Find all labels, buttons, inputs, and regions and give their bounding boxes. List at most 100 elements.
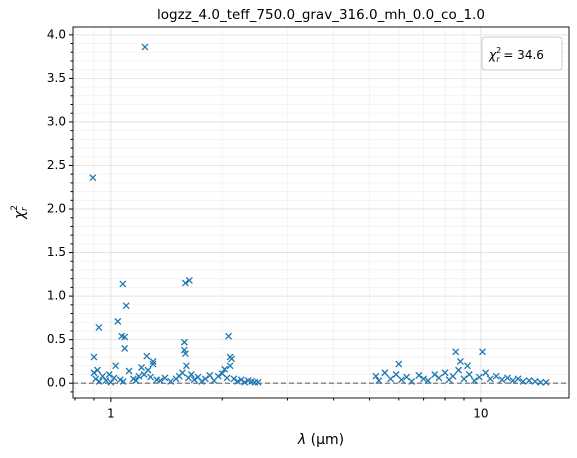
point <box>144 366 152 374</box>
point <box>234 377 242 385</box>
point <box>149 360 157 368</box>
plot-frame <box>72 26 570 399</box>
point <box>435 374 443 382</box>
point <box>228 355 236 363</box>
legend-text: χ2 r = 34.6 <box>488 46 544 64</box>
legend-box <box>481 36 563 71</box>
point <box>167 377 175 385</box>
point <box>486 375 494 383</box>
point <box>95 377 103 385</box>
point <box>190 376 198 384</box>
y-tick-label: 1.5 <box>47 245 66 259</box>
point <box>492 372 500 380</box>
point <box>464 362 471 370</box>
legend: χ2 r = 34.6 <box>481 36 563 71</box>
x-tick-label: 10 <box>473 407 488 421</box>
point <box>514 375 522 383</box>
y-label-symbol: χ <box>12 210 28 220</box>
point <box>415 371 423 379</box>
y-tick-label: 2.0 <box>47 202 66 216</box>
y-tick-label: 0.5 <box>47 332 66 346</box>
point <box>161 374 169 382</box>
point <box>531 377 539 385</box>
point <box>143 352 151 360</box>
y-tick-label: 4.0 <box>47 27 66 41</box>
point <box>482 369 490 377</box>
point <box>420 375 428 383</box>
point <box>241 378 249 386</box>
point <box>185 276 193 284</box>
point <box>121 344 129 352</box>
point <box>135 372 143 380</box>
point <box>456 357 464 365</box>
y-axis-label: χ2r <box>10 205 30 220</box>
chart-title: logzz_4.0_teff_750.0_grav_316.0_mh_0.0_c… <box>157 7 485 23</box>
point <box>226 362 234 370</box>
point <box>475 373 483 381</box>
point <box>149 357 157 365</box>
legend-value: = 34.6 <box>500 48 544 62</box>
point <box>181 279 189 287</box>
point <box>449 372 457 380</box>
point <box>95 323 103 331</box>
point <box>254 378 262 386</box>
point <box>138 364 145 371</box>
point <box>225 332 233 340</box>
x-label-text: (μm) <box>306 432 344 448</box>
point <box>441 369 449 377</box>
point <box>198 377 206 385</box>
point <box>398 376 405 384</box>
point <box>181 350 189 358</box>
point <box>498 376 506 384</box>
point <box>479 348 486 356</box>
point <box>178 369 186 377</box>
point <box>206 371 214 379</box>
y-tick-label: 0.0 <box>47 376 66 390</box>
legend-sub: r <box>496 55 500 64</box>
point <box>114 317 122 325</box>
y-tick-label: 3.5 <box>47 71 66 85</box>
y-tick-label: 3.0 <box>47 114 66 128</box>
point <box>89 174 97 182</box>
point <box>112 362 120 370</box>
point <box>452 348 460 356</box>
x-label-symbol: λ <box>297 432 306 448</box>
point <box>187 371 195 378</box>
point <box>214 372 222 380</box>
point <box>542 378 550 386</box>
point <box>99 372 107 380</box>
point <box>392 371 400 378</box>
point <box>125 367 133 375</box>
point <box>121 333 129 341</box>
point <box>90 369 98 377</box>
point <box>94 366 101 374</box>
point <box>504 374 511 382</box>
point <box>110 374 118 382</box>
point <box>141 43 149 51</box>
point <box>119 377 127 385</box>
legend-sup: 2 <box>496 46 501 55</box>
point <box>381 369 389 377</box>
point <box>395 360 403 368</box>
point <box>90 353 98 361</box>
x-axis-label: λ (μm) <box>297 432 344 448</box>
point <box>122 302 130 310</box>
point <box>102 377 110 385</box>
point <box>201 375 209 383</box>
point <box>180 338 188 346</box>
point <box>221 365 229 373</box>
point <box>182 362 190 370</box>
x-tick-label: 1 <box>107 407 115 421</box>
point <box>230 375 238 383</box>
y-tick-label: 1.0 <box>47 289 66 303</box>
point <box>387 375 395 383</box>
point <box>375 377 383 385</box>
point <box>223 374 231 382</box>
point <box>372 372 380 380</box>
point <box>156 377 164 385</box>
point <box>105 371 113 378</box>
point <box>408 377 416 385</box>
point <box>465 371 473 378</box>
point <box>107 378 115 386</box>
